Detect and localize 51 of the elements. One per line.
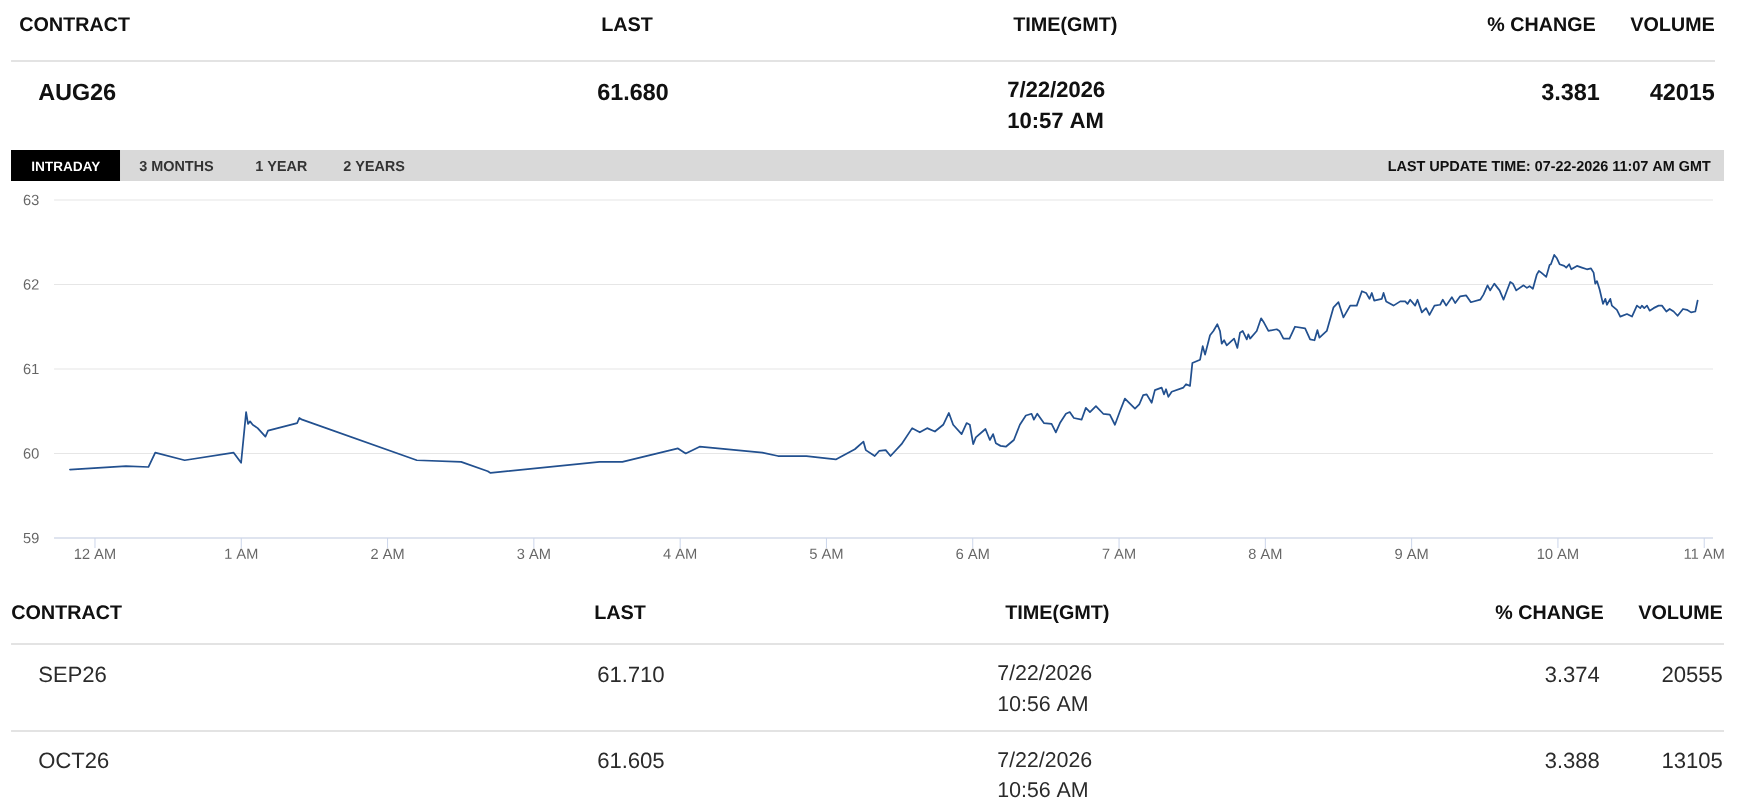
text: 20555 bbox=[1662, 666, 1722, 683]
text: 10:57 AM bbox=[1008, 112, 1103, 129]
text: 10:56 AM bbox=[998, 696, 1087, 712]
text: SEP26 bbox=[39, 666, 106, 683]
text: 13105 bbox=[1663, 752, 1722, 769]
text: OCT26 bbox=[39, 752, 109, 769]
text: 3.388 bbox=[1545, 752, 1599, 769]
text: LAST bbox=[595, 605, 646, 620]
text: INTRADAY bbox=[32, 161, 101, 171]
text: 3.374 bbox=[1545, 666, 1600, 683]
text: AUG26 bbox=[38, 83, 116, 101]
x-tick-label: 12 AM bbox=[74, 548, 115, 559]
text: % CHANGE bbox=[1487, 17, 1595, 32]
text: CONTRACT bbox=[20, 17, 130, 32]
text: 61.605 bbox=[598, 752, 664, 769]
text: 7/22/2026 bbox=[998, 664, 1092, 681]
x-tick-label: 11 AM bbox=[1684, 548, 1724, 559]
y-tick-label: 63 bbox=[23, 194, 39, 206]
text: TIME(GMT) bbox=[1013, 16, 1117, 36]
x-tick-label: 4 AM bbox=[663, 548, 697, 559]
y-tick-label: 59 bbox=[23, 532, 39, 544]
text: % CHANGE bbox=[1495, 605, 1603, 620]
text: 7/22/2026 bbox=[1008, 81, 1105, 98]
y-tick-label: 60 bbox=[23, 448, 39, 459]
x-tick-label: 5 AM bbox=[809, 548, 843, 559]
y-tick-label: 61 bbox=[23, 363, 39, 375]
x-tick-label: 8 AM bbox=[1248, 548, 1282, 560]
line-series bbox=[69, 254, 1699, 474]
text: 42015 bbox=[1650, 83, 1715, 101]
text: 61.710 bbox=[598, 666, 664, 683]
text: CONTRACT bbox=[12, 605, 122, 620]
text: 1 YEAR bbox=[256, 161, 307, 171]
x-tick-label: 1 AM bbox=[225, 548, 258, 559]
text: 10:56 AM bbox=[998, 782, 1087, 798]
x-tick-label: 3 AM bbox=[517, 548, 550, 560]
text: 2 YEARS bbox=[343, 160, 405, 172]
text: LAST bbox=[602, 17, 653, 32]
text: VOLUME bbox=[1638, 605, 1722, 620]
text: TIME(GMT) bbox=[1005, 604, 1109, 624]
x-tick-label: 10 AM bbox=[1537, 548, 1578, 560]
text: VOLUME bbox=[1630, 17, 1714, 32]
x-tick-label: 7 AM bbox=[1102, 548, 1135, 559]
x-tick-label: 6 AM bbox=[956, 548, 989, 560]
y-tick-label: 62 bbox=[23, 279, 39, 290]
text: LAST UPDATE TIME: 07-22-2026 11:07 AM GMT bbox=[1388, 160, 1711, 172]
x-tick-label: 9 AM bbox=[1395, 548, 1428, 560]
text: 7/22/2026 bbox=[998, 751, 1092, 768]
text: 3 MONTHS bbox=[139, 160, 214, 172]
text: 61.680 bbox=[598, 83, 668, 101]
text: 3.381 bbox=[1541, 83, 1600, 101]
x-tick-label: 2 AM bbox=[371, 548, 404, 559]
